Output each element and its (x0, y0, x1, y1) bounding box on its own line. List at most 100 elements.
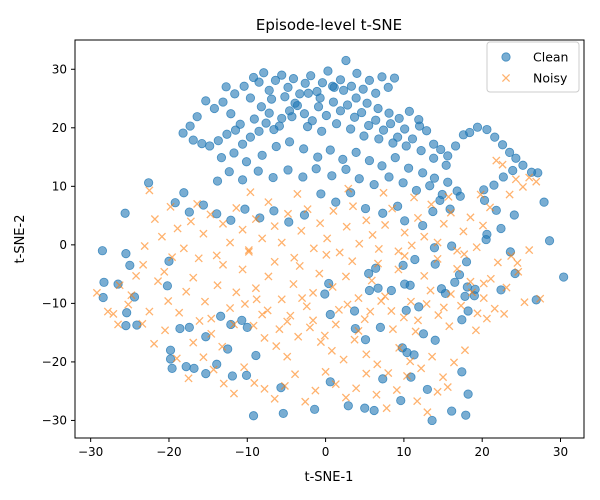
clean-point (229, 148, 239, 158)
noisy-point (445, 322, 454, 331)
clean-point (317, 78, 328, 88)
clean-point (327, 171, 337, 181)
clean-point (559, 272, 569, 282)
noisy-point (229, 389, 239, 398)
noisy-point (460, 346, 470, 355)
noisy-point (179, 244, 188, 253)
clean-point (518, 160, 528, 170)
x-axis-label: t-SNE-1 (305, 470, 354, 485)
noisy-point (367, 276, 376, 285)
clean-point (358, 84, 368, 94)
noisy-point (327, 346, 336, 355)
clean-point (320, 289, 330, 299)
noisy-point (449, 358, 459, 367)
noisy-point (240, 363, 249, 372)
clean-point (457, 315, 467, 325)
noisy-point (513, 258, 522, 268)
clean-point (299, 109, 310, 119)
noisy-point (388, 325, 397, 334)
clean-point (403, 163, 414, 173)
noisy-point (238, 265, 247, 274)
noisy-point (308, 288, 318, 297)
noisy-point (466, 277, 475, 286)
clean-point (221, 82, 231, 92)
noisy-point (92, 288, 101, 297)
noisy-point (315, 269, 324, 278)
clean-point (371, 263, 381, 273)
clean-point (481, 234, 491, 245)
noisy-point (459, 227, 468, 236)
clean-point (274, 121, 284, 131)
clean-point (394, 113, 404, 124)
noisy-point (334, 305, 343, 314)
clean-point (455, 191, 465, 201)
clean-point (400, 216, 410, 226)
noisy-point (518, 182, 527, 191)
clean-point (404, 106, 414, 117)
y-tick-label: −30 (42, 413, 67, 427)
clean-point (192, 112, 202, 122)
points-layer (92, 55, 569, 426)
noisy-point (240, 299, 249, 309)
noisy-point (439, 219, 448, 228)
noisy-point (377, 296, 386, 306)
clean-point (341, 55, 351, 66)
clean-point (465, 127, 475, 138)
noisy-point (381, 220, 390, 230)
noisy-point (453, 246, 462, 255)
clean-point (341, 164, 351, 174)
noisy-point (246, 188, 255, 197)
clean-point (416, 146, 426, 156)
clean-point (343, 401, 353, 411)
clean-point (349, 112, 360, 122)
clean-point (364, 155, 375, 166)
clean-point (496, 285, 506, 295)
clean-point (430, 335, 440, 345)
noisy-point (423, 408, 432, 417)
noisy-point (321, 367, 330, 376)
noisy-point (500, 309, 509, 318)
clean-point (401, 141, 411, 151)
noisy-point (348, 202, 358, 211)
clean-point (461, 410, 471, 420)
noisy-point (132, 271, 141, 280)
noisy-point (249, 321, 258, 330)
noisy-point (127, 291, 136, 300)
noisy-point (138, 319, 147, 328)
clean-point (248, 411, 259, 421)
clean-point (331, 119, 342, 129)
clean-point (99, 277, 109, 287)
noisy-point (410, 193, 419, 202)
clean-point (311, 164, 321, 174)
noisy-point (476, 190, 485, 199)
clean-point (429, 153, 439, 163)
clean-point (377, 72, 387, 82)
clean-point (342, 100, 353, 110)
clean-point (373, 283, 383, 293)
clean-point (328, 81, 338, 91)
clean-point (346, 124, 356, 134)
clean-point (325, 377, 335, 387)
noisy-point (399, 313, 408, 322)
clean-point (188, 135, 198, 145)
noisy-point (329, 206, 338, 215)
noisy-point (362, 369, 371, 378)
clean-point (346, 81, 357, 91)
clean-point (364, 120, 374, 131)
clean-point (287, 112, 297, 122)
noisy-point (460, 250, 469, 259)
clean-point (313, 152, 323, 162)
clean-point (284, 217, 294, 227)
clean-point (241, 370, 252, 380)
clean-point (479, 185, 489, 195)
clean-point (240, 204, 250, 214)
noisy-point (308, 316, 318, 325)
clean-point (268, 172, 278, 183)
noisy-point (251, 284, 260, 293)
clean-point (269, 206, 279, 216)
noisy-point (145, 186, 154, 195)
noisy-point (331, 320, 340, 329)
noisy-point (189, 273, 198, 282)
noisy-point (295, 261, 304, 270)
